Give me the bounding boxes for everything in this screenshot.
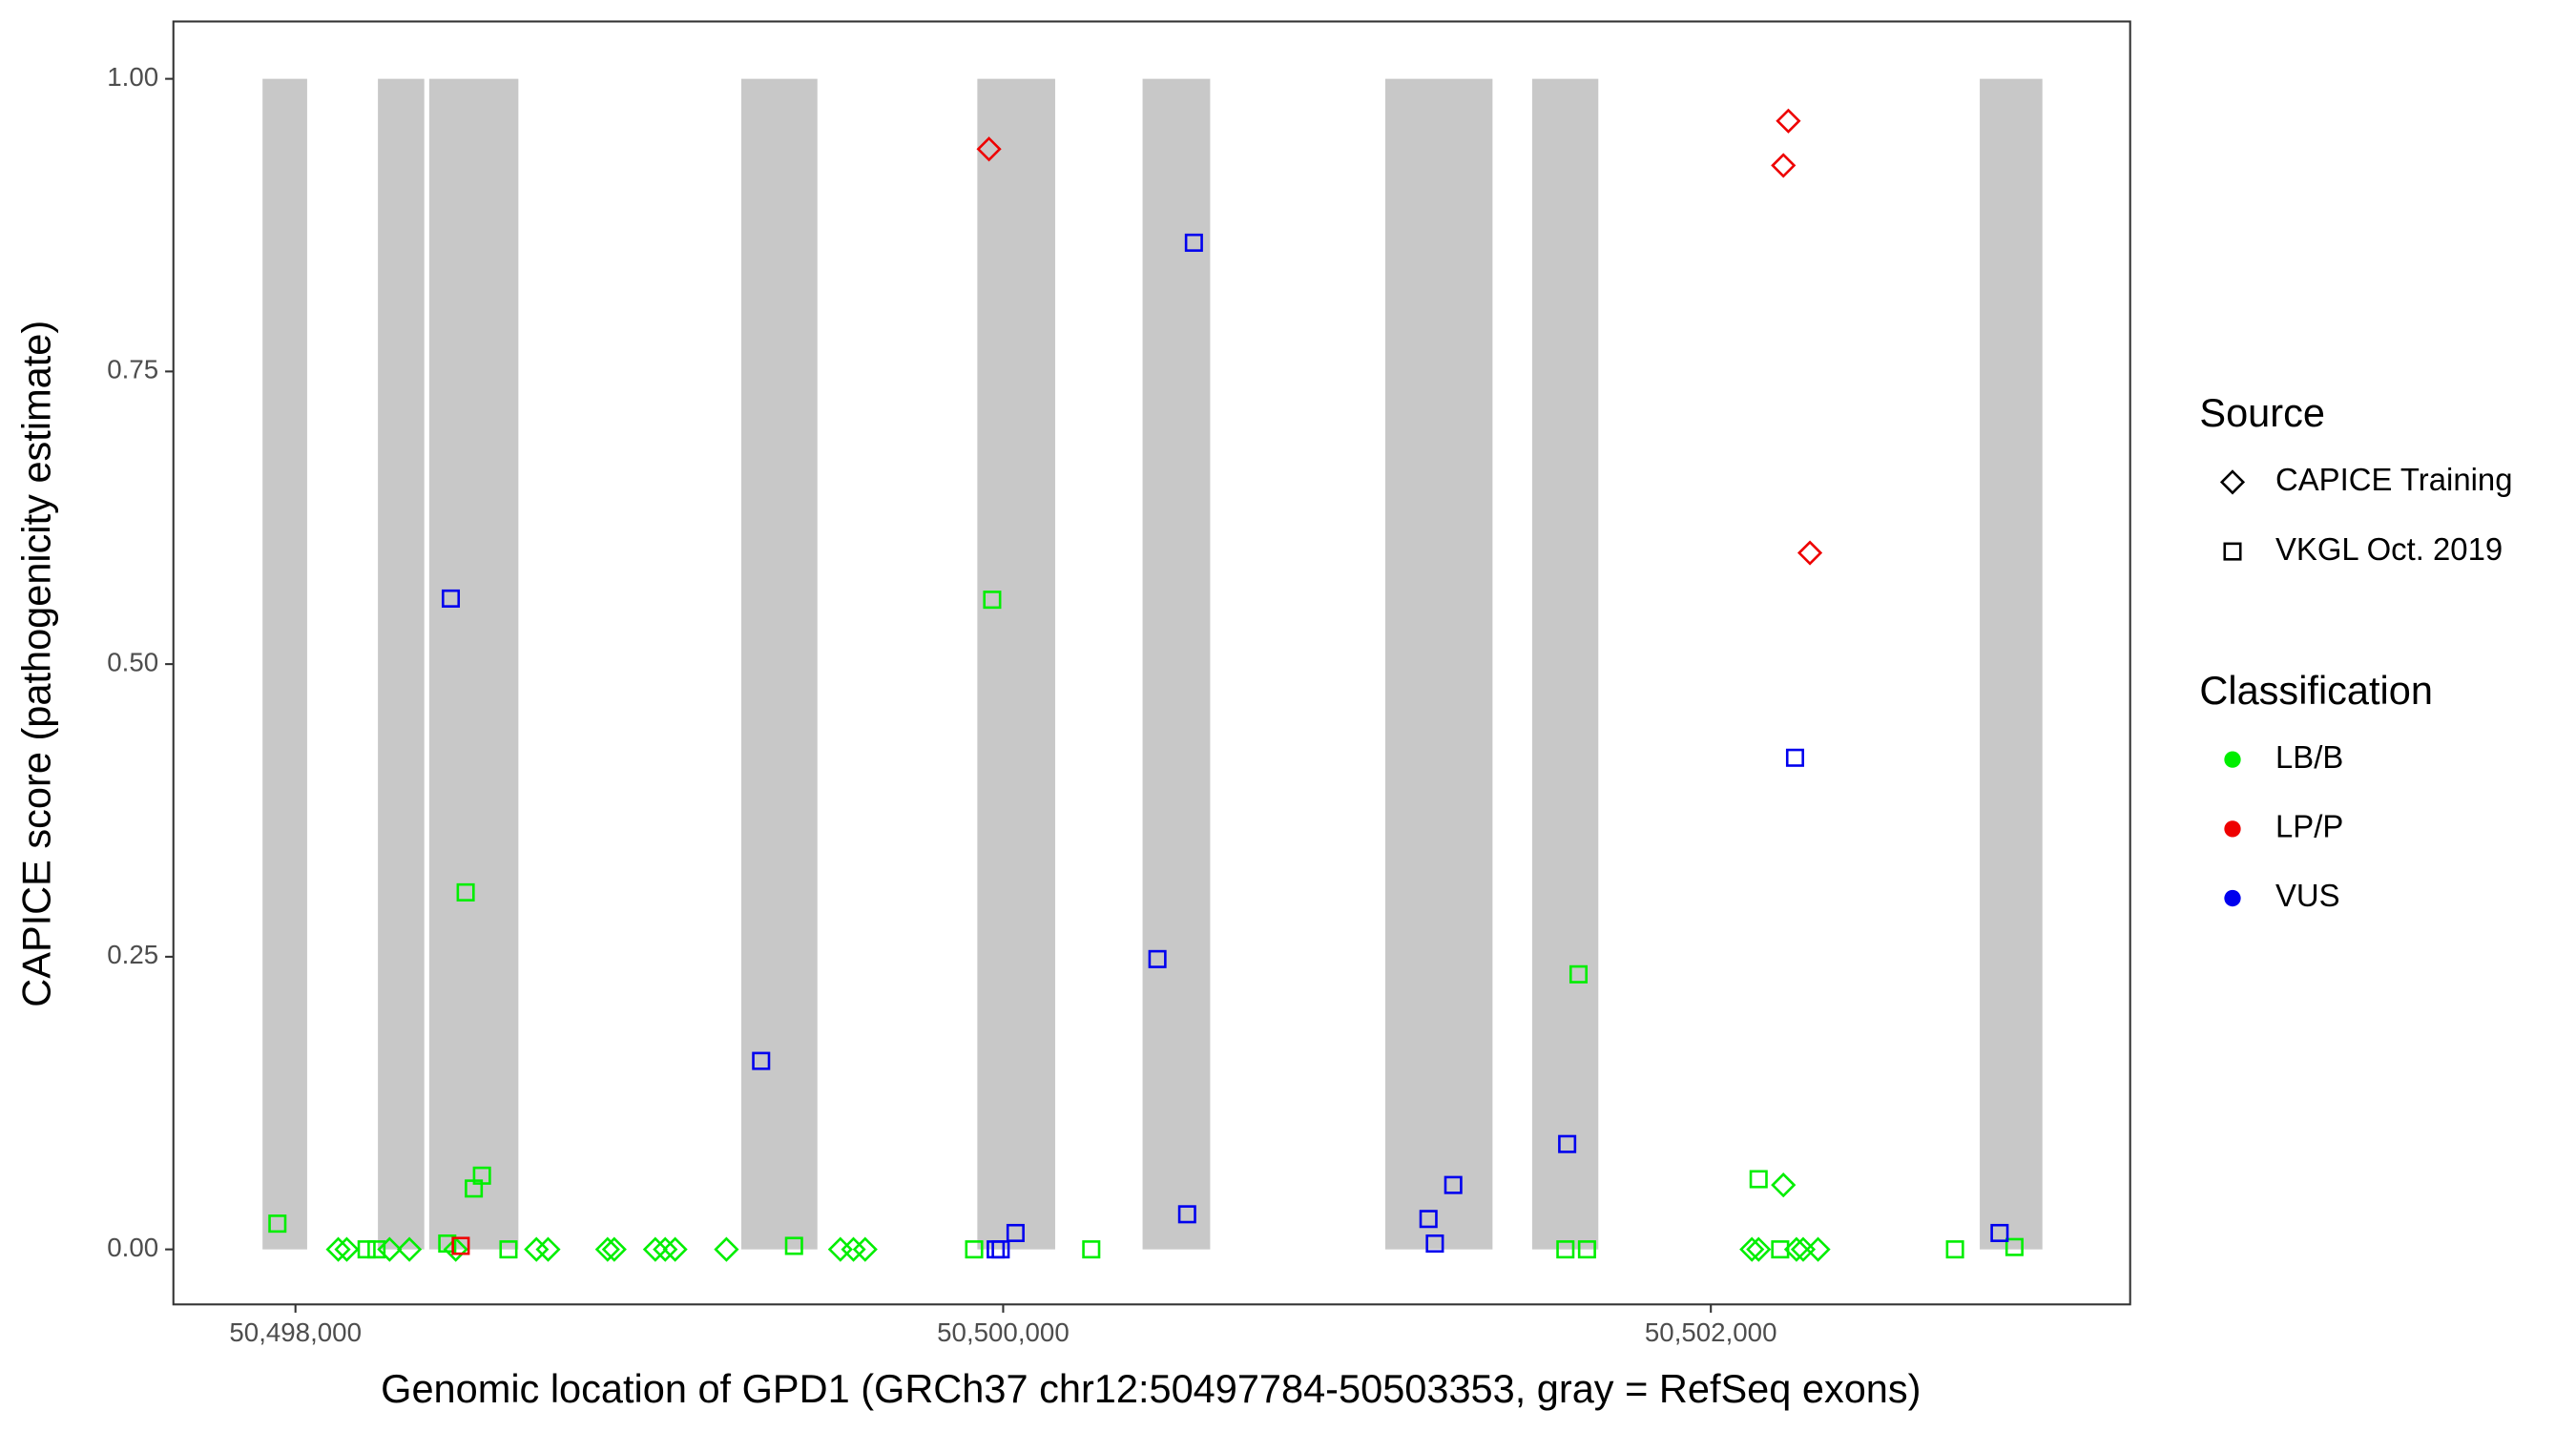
point [535, 1236, 561, 1262]
point [983, 591, 1002, 610]
point [1006, 1223, 1025, 1242]
point [524, 1236, 550, 1262]
point [1746, 1236, 1772, 1262]
point [268, 1214, 287, 1234]
point [472, 1166, 491, 1185]
y-tick-label: 0.75 [107, 355, 158, 384]
point [1568, 964, 1589, 984]
point [1785, 748, 1804, 767]
legend-entry: LB/B [2275, 739, 2343, 775]
point [784, 1236, 803, 1255]
point [852, 1236, 878, 1262]
point [965, 1240, 984, 1259]
y-tick-label: 0.25 [107, 940, 158, 969]
legend-swatch [2224, 820, 2241, 838]
plot-area [262, 78, 2043, 1262]
exon [378, 78, 425, 1250]
point [1577, 1240, 1596, 1259]
point [1805, 1236, 1831, 1262]
exon [740, 78, 818, 1250]
point [397, 1236, 423, 1262]
point [1082, 1240, 1101, 1259]
point [1148, 949, 1167, 968]
point [1771, 153, 1797, 178]
point [1177, 1205, 1196, 1224]
exon [977, 78, 1055, 1250]
x-tick-label: 50,500,000 [937, 1317, 1070, 1347]
y-tick-label: 1.00 [107, 62, 158, 92]
legend-symbol [2219, 469, 2246, 495]
panel-border [172, 20, 2131, 1306]
point [1558, 1134, 1577, 1153]
point [1771, 1240, 1790, 1259]
point [1797, 540, 1823, 566]
point [991, 1240, 1010, 1259]
x-tick-label: 50,498,000 [229, 1317, 362, 1347]
x-tick-label: 50,502,000 [1645, 1317, 1777, 1347]
legend-swatch [2224, 751, 2241, 768]
point [1749, 1170, 1768, 1189]
exon [1142, 78, 1211, 1250]
point [1990, 1223, 2009, 1242]
y-tick-label: 0.00 [107, 1233, 158, 1262]
point [642, 1236, 668, 1262]
point [367, 1240, 386, 1259]
point [377, 1236, 403, 1262]
y-tick-label: 0.50 [107, 647, 158, 676]
point [1556, 1240, 1575, 1259]
point [451, 1236, 470, 1255]
point [334, 1236, 360, 1262]
legend-entry: CAPICE Training [2275, 462, 2513, 497]
point [1425, 1234, 1444, 1254]
point [752, 1051, 771, 1070]
point [1783, 1236, 1810, 1262]
point [714, 1236, 739, 1262]
point [1945, 1240, 1964, 1259]
point [325, 1236, 351, 1262]
legend-entry: VKGL Oct. 2019 [2275, 531, 2503, 567]
point [841, 1236, 866, 1262]
point [456, 882, 475, 902]
point [357, 1240, 376, 1259]
exon [1531, 78, 1599, 1250]
legend-entry: VUS [2275, 878, 2340, 913]
legend-entry: LP/P [2275, 809, 2343, 844]
point [1771, 1172, 1797, 1198]
point [443, 1236, 468, 1262]
point [594, 1236, 620, 1262]
exon [1384, 78, 1493, 1250]
x-axis-label: Genomic location of GPD1 (GRCh37 chr12:5… [381, 1366, 1921, 1411]
point [1184, 233, 1203, 252]
point [2005, 1237, 2024, 1256]
point [653, 1236, 678, 1262]
exon [262, 78, 307, 1250]
point [1444, 1175, 1463, 1194]
legend-symbol [2223, 542, 2242, 561]
legend-swatch [2224, 889, 2241, 907]
point [1776, 108, 1801, 134]
point [662, 1236, 688, 1262]
point [1419, 1210, 1438, 1229]
point [601, 1236, 627, 1262]
point [441, 589, 461, 608]
legend-title: Source [2199, 390, 2325, 435]
exon [428, 78, 519, 1250]
y-axis-label: CAPICE score (pathogenicity estimate) [14, 321, 59, 1007]
exon [1980, 78, 2043, 1250]
point [499, 1240, 518, 1259]
point [976, 136, 1002, 162]
point [1739, 1236, 1765, 1262]
legend-title: Classification [2199, 668, 2433, 713]
